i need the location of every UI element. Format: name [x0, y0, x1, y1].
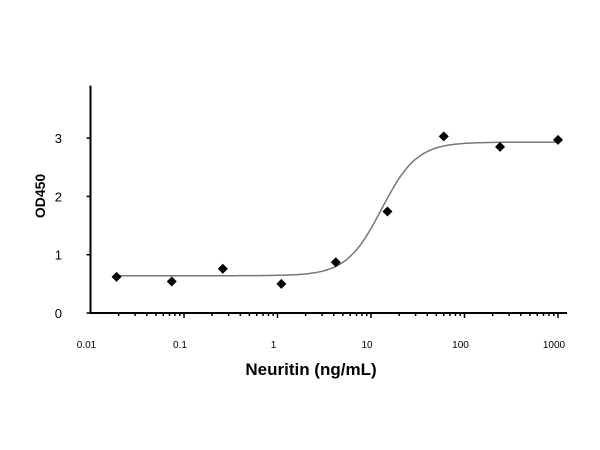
data-point	[111, 271, 122, 282]
data-point	[495, 141, 506, 152]
data-point	[276, 278, 287, 289]
fit-curve	[116, 141, 558, 277]
data-points	[111, 131, 563, 289]
axes	[86, 85, 567, 318]
y-axis-label: OD450	[32, 174, 48, 219]
x-axis-label: Neuritin (ng/mL)	[245, 360, 376, 379]
x-tick-label: 1000	[543, 340, 566, 351]
y-tick-label: 3	[55, 131, 62, 146]
y-tick-label: 2	[55, 189, 62, 204]
y-tick-labels: 0 1 2 3	[55, 131, 62, 321]
y-tick-label: 1	[55, 248, 62, 263]
x-tick-label: 0.01	[77, 340, 97, 351]
x-tick-label: 10	[361, 340, 373, 351]
y-tick-label: 0	[55, 306, 62, 321]
x-tick-labels: 0.01 0.1 1 10 100 1000	[77, 340, 566, 351]
data-point	[166, 276, 177, 287]
x-tick-label: 1	[271, 340, 277, 351]
data-point	[382, 206, 393, 217]
x-tick-label: 100	[452, 340, 469, 351]
data-point	[438, 131, 449, 142]
x-tick-label: 0.1	[173, 340, 187, 351]
data-point	[553, 134, 563, 145]
data-point	[217, 263, 228, 274]
data-point	[330, 257, 341, 268]
